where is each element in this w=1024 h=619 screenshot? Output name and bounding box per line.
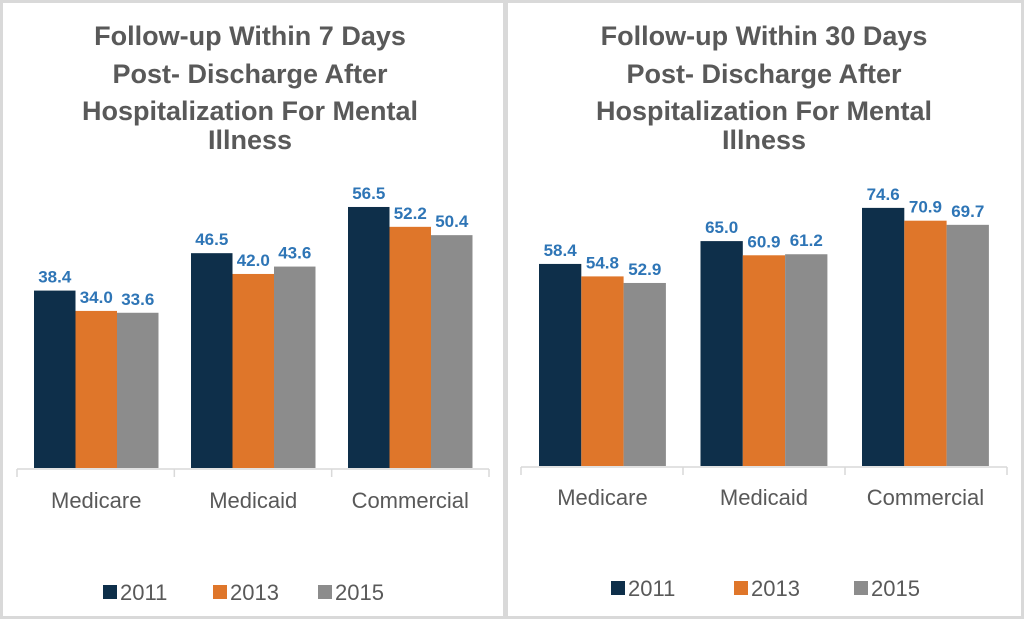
data-label: 70.9 — [909, 198, 942, 217]
category-label: Medicaid — [209, 488, 297, 513]
data-label: 52.9 — [628, 260, 661, 279]
chart-title-line: Hospitalization For Mental — [596, 96, 932, 126]
data-label: 60.9 — [747, 232, 780, 251]
data-label: 58.4 — [544, 241, 578, 260]
category-label: Medicare — [557, 485, 647, 510]
data-label: 54.8 — [586, 253, 619, 272]
chart-title-line: Post- Discharge After — [626, 59, 902, 89]
chart-panel-30-days: Follow-up Within 30 Days Post- Discharge … — [508, 3, 1021, 616]
legend-swatch-2011 — [611, 581, 625, 595]
category-label: Commercial — [867, 485, 984, 510]
bar-commercial-2013 — [389, 226, 431, 468]
legend-label: 2013 — [751, 576, 800, 601]
bar-commercial-2013 — [904, 220, 947, 466]
data-label: 56.5 — [352, 184, 385, 203]
bar-medicare-2015 — [623, 282, 666, 466]
legend-label: 2013 — [230, 580, 279, 605]
data-label: 42.0 — [237, 251, 270, 270]
data-label: 33.6 — [121, 290, 154, 309]
chart-title-line: Post- Discharge After — [112, 59, 388, 89]
bar-medicare-2011 — [34, 290, 76, 468]
data-label: 38.4 — [38, 268, 72, 287]
bar-medicaid-2013 — [232, 273, 274, 468]
legend-swatch-2011 — [103, 585, 117, 599]
data-label: 61.2 — [790, 231, 823, 250]
bar-medicare-2015 — [117, 312, 159, 468]
chart-panel-7-days: Follow-up Within 7 Days Post- Discharge A… — [3, 3, 503, 616]
legend-label: 2011 — [120, 580, 167, 605]
category-label: Medicaid — [720, 485, 808, 510]
data-label: 46.5 — [195, 230, 228, 249]
bar-medicaid-2011 — [191, 253, 233, 468]
bar-medicare-2013 — [75, 310, 117, 468]
bar-commercial-2011 — [348, 206, 390, 468]
category-label: Commercial — [352, 488, 469, 513]
bar-medicaid-2015 — [785, 254, 828, 466]
bar-medicaid-2013 — [742, 255, 786, 466]
chart-title-line: Illness — [208, 125, 292, 155]
chart-title-line: Illness — [722, 125, 806, 155]
legend-swatch-2013 — [734, 581, 748, 595]
bar-medicaid-2011 — [700, 241, 743, 466]
bar-commercial-2015 — [431, 235, 473, 468]
legend-label: 2015 — [335, 580, 384, 605]
chart-title-line: Follow-up Within 30 Days — [601, 21, 928, 51]
bar-commercial-2011 — [862, 207, 905, 466]
bar-medicaid-2015 — [274, 266, 316, 468]
data-label: 69.7 — [951, 202, 984, 221]
bar-medicare-2013 — [581, 276, 624, 466]
legend-swatch-2015 — [854, 581, 868, 595]
category-label: Medicare — [51, 488, 141, 513]
bar-medicare-2011 — [539, 263, 582, 466]
data-label: 65.0 — [705, 218, 738, 237]
bar-commercial-2015 — [946, 224, 989, 466]
legend-label: 2015 — [871, 576, 920, 601]
data-label: 74.6 — [867, 185, 900, 204]
chart-7-days: Follow-up Within 7 Days Post- Discharge A… — [16, 21, 490, 605]
data-label: 43.6 — [278, 244, 311, 263]
chart-title-line: Hospitalization For Mental — [82, 96, 418, 126]
legend-swatch-2013 — [213, 585, 227, 599]
data-label: 34.0 — [80, 288, 113, 307]
chart-30-days: Follow-up Within 30 Days Post- Discharge … — [520, 21, 1008, 601]
data-label: 50.4 — [435, 212, 469, 231]
legend-swatch-2015 — [318, 585, 332, 599]
chart-title-line: Follow-up Within 7 Days — [94, 21, 406, 51]
legend-label: 2011 — [628, 576, 675, 601]
data-label: 52.2 — [394, 204, 427, 223]
